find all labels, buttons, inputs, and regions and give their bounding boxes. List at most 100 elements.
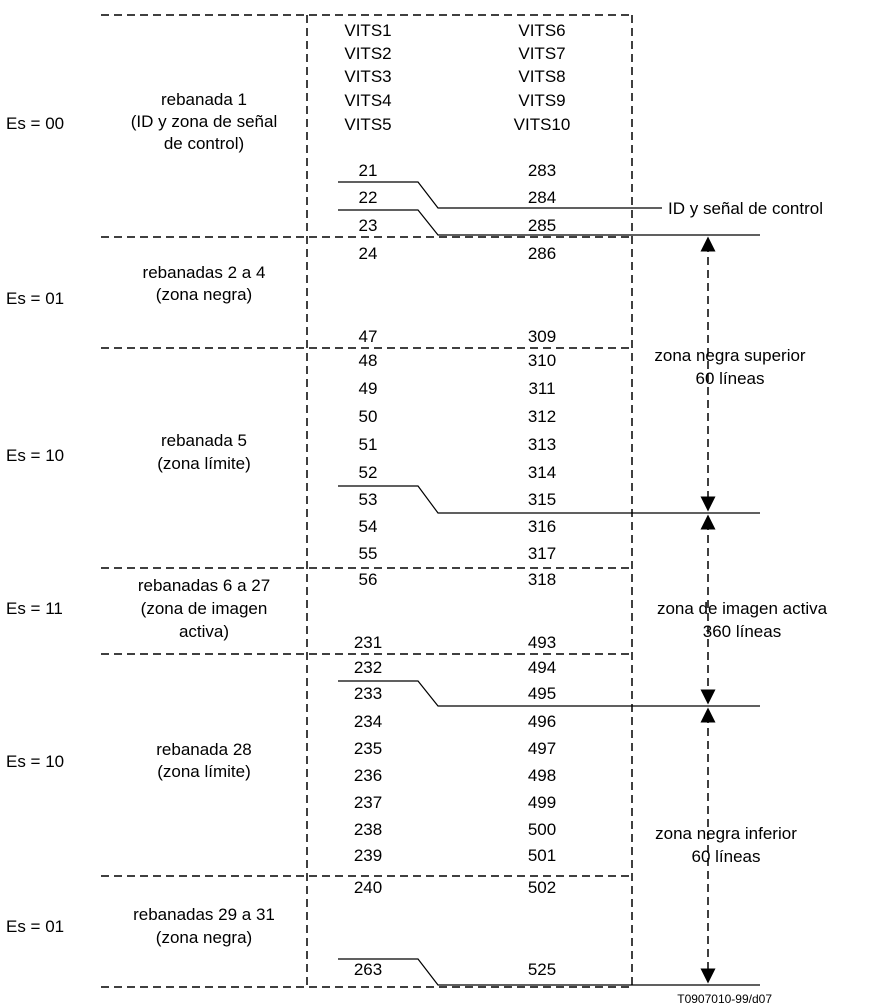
field1-line-number: 21 <box>359 161 378 180</box>
slices-29-31-line-2: (zona negra) <box>156 928 252 947</box>
field1-line-number: 52 <box>359 463 378 482</box>
vits-label: VITS7 <box>518 44 565 63</box>
field1-line-number: 48 <box>359 351 378 370</box>
slice-5-line-2: (zona límite) <box>157 454 251 473</box>
field1-line-number: 22 <box>359 188 378 207</box>
field2-line-number: 317 <box>528 544 556 563</box>
vits-label: VITS9 <box>518 91 565 110</box>
field1-line-number: 23 <box>359 216 378 235</box>
field2-line-number: 286 <box>528 244 556 263</box>
field2-line-number: 495 <box>528 684 556 703</box>
active-picture-annotation-line-2: 360 líneas <box>703 622 781 641</box>
field1-line-number: 239 <box>354 846 382 865</box>
es-label: Es = 10 <box>6 752 64 771</box>
field1-line-number: 236 <box>354 766 382 785</box>
field2-line-number: 494 <box>528 658 556 677</box>
slices-2-4-line-2: (zona negra) <box>156 285 252 304</box>
field1-line-number: 51 <box>359 435 378 454</box>
field1-line-number: 56 <box>359 570 378 589</box>
vits-label: VITS4 <box>344 91 391 110</box>
boundary-connector-233-495 <box>338 680 760 707</box>
field2-line-number: 497 <box>528 739 556 758</box>
es-label: Es = 11 <box>6 599 63 618</box>
field2-line-number: 318 <box>528 570 556 589</box>
field1-line-number: 231 <box>354 633 382 652</box>
id-signal-annotation: ID y señal de control <box>668 199 823 218</box>
field2-line-number: 285 <box>528 216 556 235</box>
field2-line-number: 314 <box>528 463 556 482</box>
field2-line-number: 499 <box>528 793 556 812</box>
slices-2-4-line-1: rebanadas 2 a 4 <box>143 263 266 282</box>
figure-code: T0907010-99/d07 <box>677 992 772 1006</box>
field1-line-number: 49 <box>359 379 378 398</box>
field1-line-number: 24 <box>359 244 378 263</box>
field2-line-number: 283 <box>528 161 556 180</box>
field1-line-number: 53 <box>359 490 378 509</box>
slices-6-27-line-2: (zona de imagen <box>141 599 268 618</box>
field2-line-number: 310 <box>528 351 556 370</box>
es-label-group: Es = 00 Es = 01 Es = 10 Es = 11 Es = 10 … <box>6 114 64 936</box>
vits-label: VITS5 <box>344 115 391 134</box>
field2-line-number: 525 <box>528 960 556 979</box>
field2-line-number: 496 <box>528 712 556 731</box>
dashed-grid <box>101 14 633 988</box>
vits-label: VITS10 <box>514 115 571 134</box>
slice-label-group: rebanada 1 (ID y zona de señal de contro… <box>131 90 277 947</box>
field2-line-number: 284 <box>528 188 556 207</box>
slice-28-line-2: (zona límite) <box>157 762 251 781</box>
slice-1-line-2: (ID y zona de señal <box>131 112 277 131</box>
es-label: Es = 01 <box>6 917 64 936</box>
field2-line-number: 493 <box>528 633 556 652</box>
es-label: Es = 10 <box>6 446 64 465</box>
vits-label: VITS8 <box>518 67 565 86</box>
boundary-connector-53-315 <box>338 485 760 514</box>
field2-line-number: 498 <box>528 766 556 785</box>
vits-label: VITS1 <box>344 21 391 40</box>
es-label: Es = 01 <box>6 289 64 308</box>
solid-connectors <box>338 181 760 986</box>
field2-line-number: 315 <box>528 490 556 509</box>
field1-line-number: 235 <box>354 739 382 758</box>
field2-line-number: 311 <box>528 379 555 398</box>
field1-line-number: 54 <box>359 517 378 536</box>
annotation-group: ID y señal de control zona negra superio… <box>654 199 827 866</box>
id-signal-connector <box>338 181 662 209</box>
upper-black-annotation-line-2: 60 líneas <box>696 369 765 388</box>
field1-line-number: 232 <box>354 658 382 677</box>
field2-line-number: 312 <box>528 407 556 426</box>
slice-28-line-1: rebanada 28 <box>156 740 251 759</box>
vits-label: VITS2 <box>344 44 391 63</box>
lower-black-annotation-line-2: 60 líneas <box>692 847 761 866</box>
field1-line-number: 263 <box>354 960 382 979</box>
field1-line-number: 47 <box>359 327 378 346</box>
field2-line-number: 309 <box>528 327 556 346</box>
field2-line-number: 502 <box>528 878 556 897</box>
boundary-connector-263-525 <box>338 958 760 986</box>
slice-1-line-1: rebanada 1 <box>161 90 247 109</box>
field2-line-number: 316 <box>528 517 556 536</box>
slices-29-31-line-1: rebanadas 29 a 31 <box>133 905 275 924</box>
slice-5-line-1: rebanada 5 <box>161 431 247 450</box>
field1-line-number: 238 <box>354 820 382 839</box>
field1-line-number: 50 <box>359 407 378 426</box>
field1-line-number: 234 <box>354 712 382 731</box>
field1-line-number: 237 <box>354 793 382 812</box>
slice-1-line-3: de control) <box>164 134 244 153</box>
field2-line-number: 313 <box>528 435 556 454</box>
line-number-group: 21 283 22 284 23 285 24 286 47 309 48 310 49 311 50 312… <box>354 161 556 979</box>
field1-line-number: 233 <box>354 684 382 703</box>
es-label: Es = 00 <box>6 114 64 133</box>
boundary-connector-23-285 <box>338 209 760 236</box>
slices-6-27-line-1: rebanadas 6 a 27 <box>138 576 270 595</box>
field2-line-number: 501 <box>528 846 556 865</box>
field1-line-number: 240 <box>354 878 382 897</box>
vits-label: VITS3 <box>344 67 391 86</box>
lower-black-annotation-line-1: zona negra inferior <box>655 824 797 843</box>
active-picture-annotation-line-1: zona de imagen activa <box>657 599 828 618</box>
slices-6-27-line-3: activa) <box>179 622 229 641</box>
vits-group: VITS1 VITS2 VITS3 VITS4 VITS5 VITS6 VITS… <box>344 21 570 134</box>
vits-label: VITS6 <box>518 21 565 40</box>
upper-black-annotation-line-1: zona negra superior <box>654 346 806 365</box>
